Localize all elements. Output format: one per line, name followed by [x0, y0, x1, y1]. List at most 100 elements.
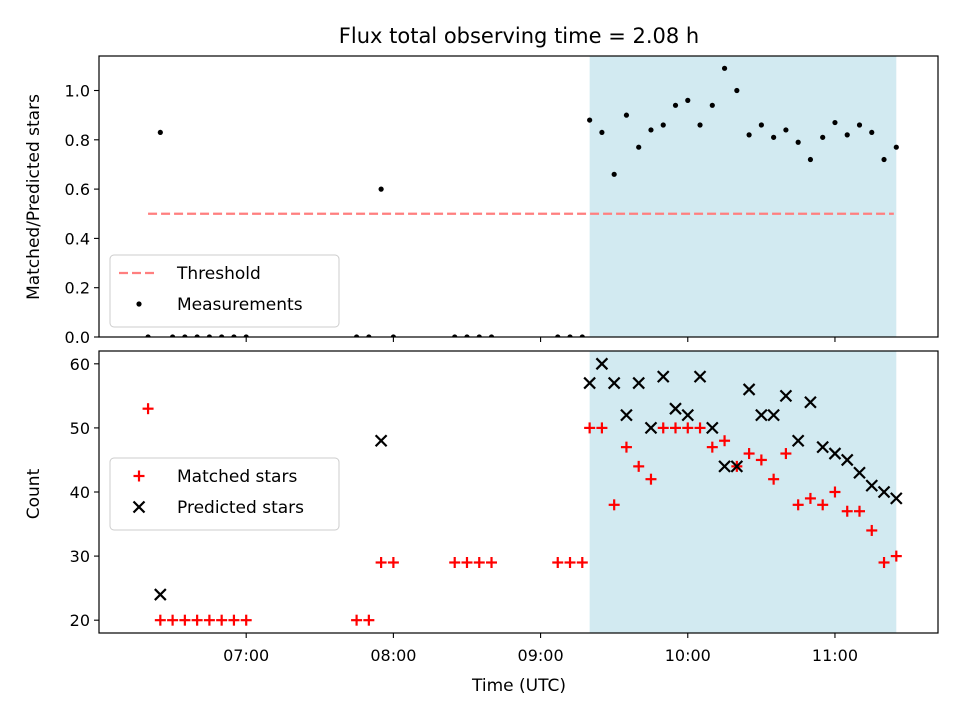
ratio-series-0-point-26	[660, 122, 666, 128]
ratio-series-0-point-42	[856, 122, 863, 128]
count-series-1-point-5	[620, 408, 633, 422]
ratio-series-0-point-22	[611, 171, 617, 177]
count-series-1-point-27-b	[890, 492, 903, 505]
count-series-0-point-44	[878, 557, 890, 568]
count-series-0	[142, 403, 902, 626]
chart-title: Flux total observing time = 2.08 h	[339, 24, 699, 48]
ratio-series-0-point-9	[353, 334, 360, 337]
x-tick-label-0: 07:00	[223, 646, 269, 665]
count-legend-swatch-1-b	[132, 500, 146, 514]
count-series-1-point-24	[853, 466, 866, 480]
count-series-0-point-27	[670, 422, 682, 434]
count-series-1-point-11	[693, 370, 707, 383]
count-series-1-point-22-b	[828, 447, 842, 460]
count-series-1-point-14-b	[730, 460, 744, 473]
ratio-series-0-point-5	[206, 334, 212, 337]
ratio-series-0-point-34	[758, 122, 764, 128]
ratio-legend-label-1: Measurements	[177, 295, 303, 315]
ratio-series-0-point-2	[169, 334, 176, 337]
count-series-1-point-18-b	[779, 389, 793, 403]
count-legend-label-1: Predicted stars	[177, 498, 304, 518]
ratio-legend-label-0: Threshold	[176, 264, 261, 284]
count-series-1-point-13	[718, 460, 731, 473]
count-series-0-point-2	[167, 614, 179, 626]
ratio-series-0-point-20	[587, 117, 593, 123]
count-series-0-point-38	[804, 492, 816, 504]
count-series-1-point-24-b	[853, 466, 866, 480]
count-series-1-point-1	[374, 434, 388, 448]
count-series-0-point-9	[351, 614, 363, 626]
count-series-1-point-20	[804, 395, 817, 409]
ratio-series-0-point-40	[832, 119, 838, 126]
count-series-0-point-34	[755, 454, 767, 466]
ratio-series-0-point-45	[893, 144, 899, 150]
count-legend-swatch-0	[133, 470, 145, 482]
count-series-1-point-0	[154, 588, 167, 601]
count-series-1-point-4	[607, 376, 621, 390]
count-series-1-point-15-b	[742, 383, 756, 396]
ratio-frame	[98, 55, 939, 338]
count-series-0-point-25	[645, 473, 657, 485]
count-legend-swatch-1	[132, 500, 146, 514]
count-series-1-point-2-b	[583, 376, 596, 390]
count-series-0-point-41	[841, 505, 853, 517]
x-tick-label-2: 09:00	[518, 646, 564, 665]
count-series-0-point-40	[829, 486, 841, 498]
count-series-0-point-21	[596, 422, 608, 434]
count-series-1-point-25-b	[865, 479, 879, 492]
ratio-series-0-point-1	[157, 129, 163, 136]
count-ytick-label-1: 30	[70, 547, 90, 566]
count-series-0-point-11	[375, 557, 387, 568]
count-series-0-point-24	[633, 460, 645, 472]
count-series-0-point-37	[792, 499, 804, 511]
count-series-0-point-28	[682, 422, 694, 434]
count-legend-item-1: Predicted stars	[132, 498, 304, 518]
count-series-1-point-16-b	[755, 408, 768, 422]
count-series-0-point-43	[866, 524, 878, 536]
x-tick-label-1: 08:00	[370, 646, 416, 665]
ratio-series-0-point-4	[194, 334, 200, 337]
count-series-1-point-16	[755, 408, 768, 422]
ratio-series-0-point-28	[685, 97, 691, 103]
ratio-ytick-label-3: 0.6	[65, 180, 90, 199]
ratio-series-0-point-33	[746, 132, 752, 138]
count-series-1-point-4-b	[607, 376, 621, 390]
count-series-1-point-21-b	[816, 440, 829, 454]
count-series-0-point-20	[584, 422, 596, 434]
ratio-series-0-point-8	[243, 334, 249, 337]
count-series-1-point-10	[681, 408, 695, 422]
count-series-1-point-26	[877, 485, 891, 499]
count-shaded-region	[589, 351, 897, 633]
ratio-series-0-point-43	[869, 129, 875, 136]
ratio-legend: Threshold Measurements	[109, 254, 340, 328]
ratio-shaded-region	[589, 56, 897, 337]
count-series-0-point-13	[449, 557, 461, 568]
count-series-1-point-23-b	[840, 453, 854, 467]
count-series-1-point-22	[828, 447, 842, 460]
count-series-0-point-6	[216, 614, 228, 626]
ratio-series-0-point-12	[390, 334, 396, 337]
count-series-1-point-3	[595, 357, 609, 371]
count-series-1-point-14	[730, 460, 744, 473]
count-series-0-point-5	[203, 614, 215, 626]
ratio-series-0-point-31	[721, 65, 728, 71]
ratio-series-0-point-18	[567, 334, 573, 337]
count-series-0-point-4	[191, 614, 203, 626]
count-series-1-point-0-b	[154, 588, 167, 601]
count-series-0-point-10	[363, 614, 375, 626]
count-series-0-point-7	[228, 614, 240, 626]
ratio-series-0-point-13	[452, 334, 458, 337]
ratio-ytick-label-4: 0.8	[65, 131, 90, 150]
count-series-1-point-5-b	[620, 408, 633, 422]
ratio-series-0-point-36	[783, 127, 789, 133]
ratio-series-0-point-14	[464, 334, 470, 337]
count-series-1-point-7-b	[644, 421, 658, 435]
ratio-series-0-point-15	[476, 334, 482, 337]
count-series-1-point-19	[791, 434, 805, 448]
count-series-0-point-26	[657, 422, 669, 434]
count-series-1	[154, 357, 903, 601]
count-series-0-point-35	[768, 473, 780, 485]
ratio-series-0-point-11	[378, 186, 384, 192]
count-series-1-point-26-b	[877, 485, 891, 499]
ratio-ytick-label-2: 0.4	[65, 229, 90, 248]
